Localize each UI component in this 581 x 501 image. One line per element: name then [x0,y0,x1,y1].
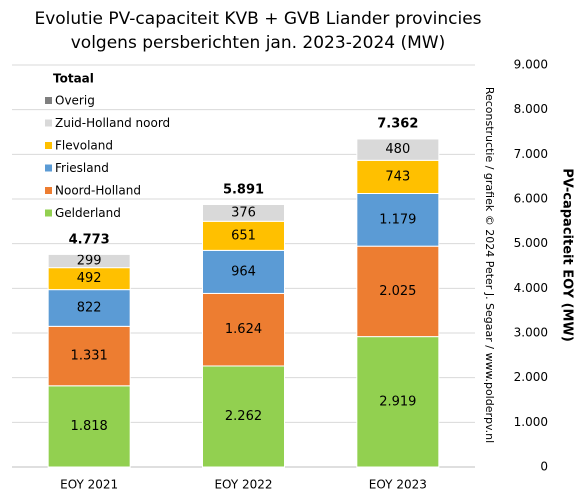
y-tick-label: 6.000 [514,192,548,206]
legend-swatch [45,119,52,127]
value-label: 651 [231,228,256,243]
x-tick-label: EOY 2023 [369,478,427,492]
x-tick-label: EOY 2022 [214,478,272,492]
value-label: 376 [231,205,256,220]
value-label: 480 [385,142,410,157]
value-label: 2.919 [379,394,416,409]
bar-segment [356,245,440,338]
x-tick-label: EOY 2021 [60,478,118,492]
legend-label: Friesland [55,161,109,175]
value-label: 492 [77,271,102,286]
legend-label: Noord-Holland [55,184,141,198]
y-axis-label: PV-capaciteit EOY (MW) [560,168,575,342]
legend-label: Flevoland [55,139,113,153]
chart-subtitle: volgens persberichten jan. 2023-2024 (MW… [71,33,445,53]
total-label: 4.773 [69,232,110,247]
legend-swatch [45,97,52,104]
bar-segment [47,325,131,387]
bar-segment [47,289,131,327]
value-label: 964 [231,264,256,279]
value-label: 299 [77,253,102,268]
bar-segment [356,159,440,195]
value-label: 2.025 [379,284,416,299]
y-tick-label: 1.000 [514,415,548,429]
value-label: 2.262 [225,409,262,424]
legend-label: Zuid-Holland noord [55,116,170,130]
legend-swatch [45,164,52,172]
bar-segment [356,137,440,140]
y-tick-label: 8.000 [514,102,548,116]
bar-segment [202,249,285,294]
legend-label: Overig [55,94,95,108]
bar-segment [356,336,440,468]
chart-title: Evolutie PV-capaciteit KVB + GVB Liander… [34,9,481,29]
y-tick-label: 7.000 [514,147,548,161]
bar-segment [202,203,285,205]
y-tick-label: 5.000 [514,236,548,250]
y-tick-label: 9.000 [514,58,548,72]
y-tick-label: 3.000 [514,326,548,340]
value-label: 743 [385,169,410,184]
value-label: 1.179 [379,212,416,227]
value-label: 1.818 [71,419,108,434]
bar-segment [202,365,285,468]
legend-swatch [45,209,52,217]
bar-segment [356,193,440,247]
legend-title: Totaal [53,72,94,86]
total-label: 7.362 [377,117,418,132]
value-label: 822 [77,300,102,315]
legend-swatch [45,142,52,149]
total-label: 5.891 [223,182,264,197]
annotation: Reconstructie / grafiek © 2024 Peter J. … [483,87,496,443]
legend-swatch [45,187,52,194]
legend-label: Gelderland [55,206,121,220]
y-tick-label: 2.000 [514,370,548,384]
bar-segment [202,292,285,367]
y-tick-label: 4.000 [514,281,548,295]
bar-segment [47,385,131,468]
value-label: 1.331 [71,349,108,364]
value-label: 1.624 [225,322,262,337]
y-tick-label: 0 [540,460,548,474]
